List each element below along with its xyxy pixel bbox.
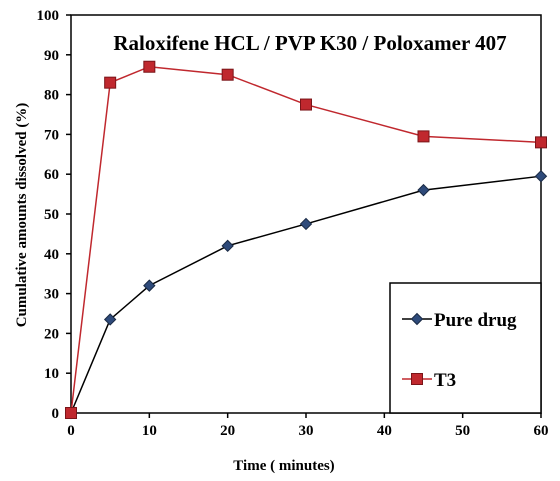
legend-box: [389, 282, 542, 414]
data-point: [221, 239, 234, 253]
y-tick-label: 50: [44, 207, 59, 223]
x-tick-label: 40: [377, 423, 392, 439]
legend-label: T3: [434, 370, 456, 391]
data-point: [300, 98, 312, 111]
data-point: [417, 130, 430, 143]
legend-item: T3: [402, 370, 456, 391]
data-point: [535, 136, 547, 149]
legend-marker: [411, 373, 423, 385]
x-axis-title: Time ( minutes): [233, 458, 334, 474]
legend-item: Pure drug: [402, 310, 517, 331]
x-tick-label: 30: [299, 423, 314, 439]
data-point: [417, 183, 430, 197]
data-point: [65, 407, 77, 419]
y-axis-ticks: 0 10 20 30 40 50 60 70 80 90 100: [37, 8, 71, 422]
y-tick-label: 80: [44, 88, 59, 104]
data-point: [534, 169, 548, 183]
x-tick-label: 60: [534, 423, 549, 439]
y-axis-title: Cumulative amounts dissolved (%): [14, 103, 30, 328]
y-tick-label: 10: [44, 366, 59, 382]
data-point: [143, 279, 156, 292]
x-tick-label: 50: [455, 423, 470, 439]
x-tick-label: 20: [220, 423, 235, 439]
y-tick-label: 60: [44, 167, 59, 183]
x-tick-label: 10: [142, 423, 157, 439]
legend-label: Pure drug: [434, 310, 517, 331]
y-tick-label: 30: [44, 287, 59, 303]
y-tick-label: 0: [52, 406, 60, 422]
y-tick-label: 40: [44, 247, 59, 263]
chart-title: Raloxifene HCL / PVP K30 / Poloxamer 407: [113, 31, 506, 55]
y-tick-label: 100: [37, 8, 60, 24]
x-axis-ticks: 0 10 20 30 40 50 60: [67, 413, 549, 439]
data-point: [221, 68, 234, 81]
data-point: [104, 76, 117, 89]
y-tick-label: 20: [44, 326, 59, 342]
legend-marker: [410, 312, 424, 326]
legend: Pure drug T3: [389, 282, 542, 414]
data-point: [103, 313, 117, 326]
series-layer: [64, 60, 548, 420]
series-t3: [65, 60, 547, 419]
y-tick-label: 90: [44, 48, 59, 64]
data-point: [299, 217, 313, 231]
x-tick-label: 0: [67, 423, 75, 439]
y-tick-label: 70: [44, 127, 59, 143]
data-point: [143, 60, 156, 73]
